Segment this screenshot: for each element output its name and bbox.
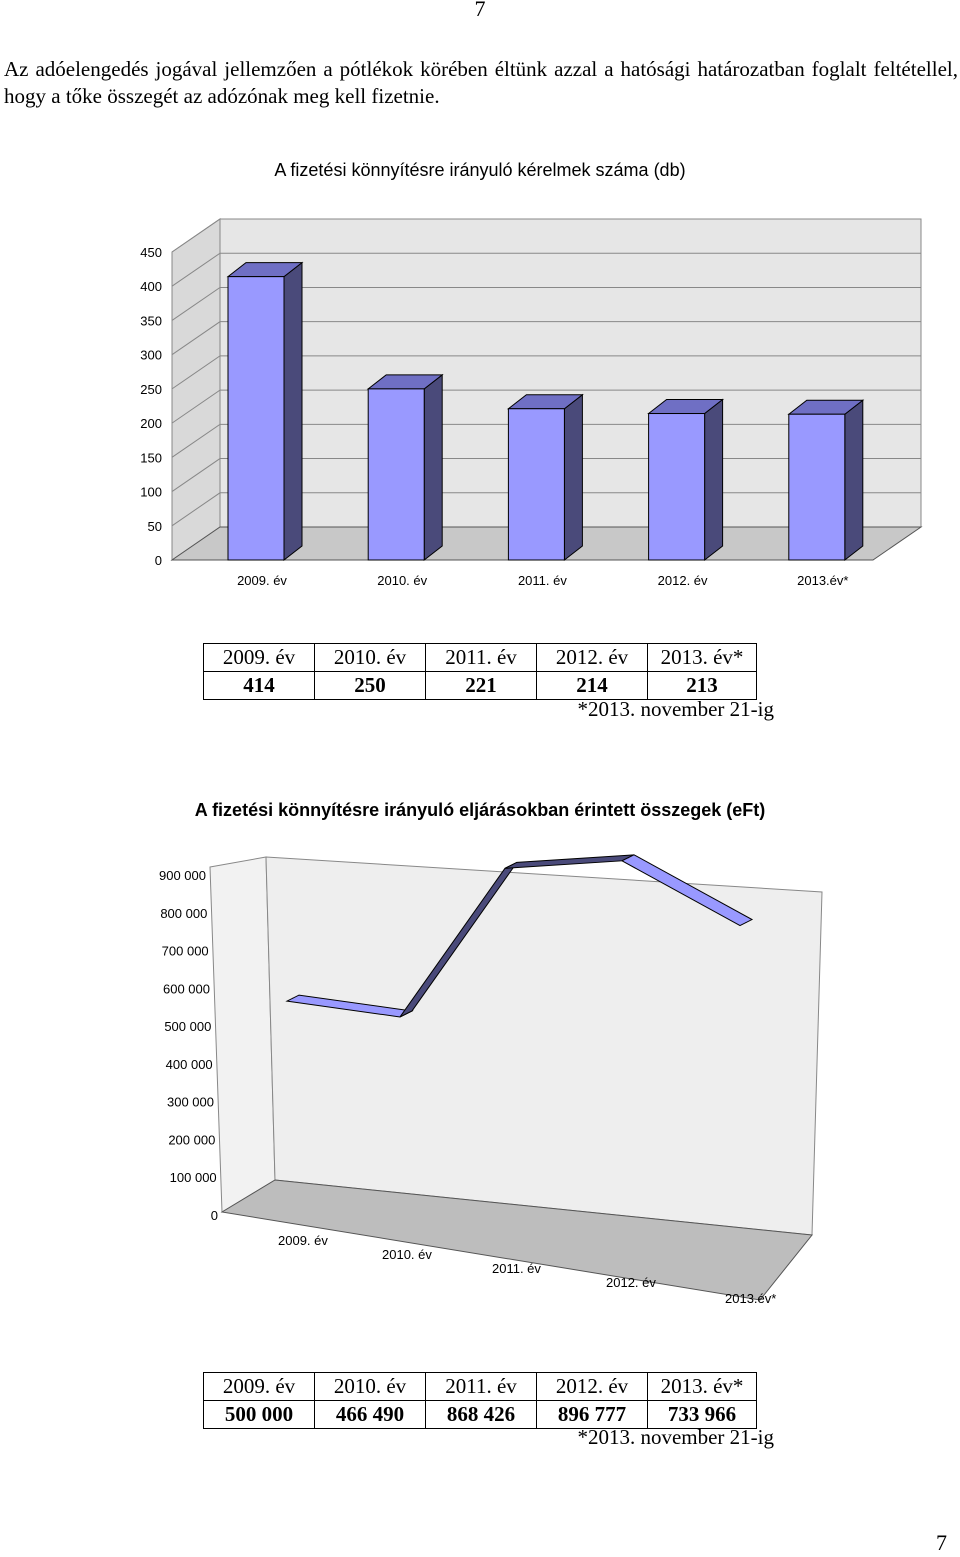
bar [227,276,285,561]
amounts-table: 2009. év 2010. év 2011. év 2012. év 2013… [203,1372,757,1429]
y-tick-label: 900 000 [159,868,206,883]
line-segment [504,854,635,869]
y-tick-label: 400 [140,279,162,294]
amounts-table-value-row: 500 000 466 490 868 426 896 777 733 966 [203,1400,757,1429]
y-tick-label: 500 000 [164,1019,211,1034]
requests-table: 2009. év 2010. év 2011. év 2012. év 2013… [203,643,757,700]
gridline [171,218,921,253]
side-wall [209,856,276,1213]
line-segment [620,854,754,927]
x-tick-label: 2012. év [658,573,708,588]
table-header-cell: 2010. év [314,1372,426,1401]
x-tick-label: 2009. év [237,573,287,588]
intro-paragraph: Az adóelengedés jogával jellemzően a pót… [4,57,958,108]
bar-chart: 0 50 100 150 200 250 300 350 400 450 2009. év 2010.… [140,218,923,588]
y-tick-label: 50 [148,519,162,534]
table-value-cell: 733 966 [647,1400,757,1429]
data-point [405,1013,407,1015]
data-point [510,864,512,866]
table-value-cell: 213 [647,671,757,700]
bar [788,413,846,561]
x-tick-label: 2010. év [382,1247,432,1262]
y-tick-label: 100 000 [170,1170,217,1185]
y-tick-label: 700 000 [162,944,209,959]
floor [220,1179,813,1301]
page-number-bottom: 7 [936,1530,947,1555]
y-tick-label: 800 000 [160,906,207,921]
x-tick-label: 2012. év [606,1275,656,1290]
bar-side [423,373,443,562]
table-value-cell: 500 000 [203,1400,315,1429]
gridline [171,252,921,287]
bar-chart-title: A fizetési könnyítésre irányuló kérelmek… [274,160,686,180]
y-tick-label: 300 [140,348,162,363]
gridline [171,321,921,356]
y-tick-label: 200 000 [168,1132,215,1147]
gridline [171,389,921,424]
gridline [171,286,921,321]
line-chart-title: A fizetési könnyítésre irányuló eljáráso… [194,800,766,820]
requests-table-value-row: 414 250 221 214 213 [203,671,757,700]
y-tick-label: 0 [155,553,162,568]
table-header-cell: 2013. év* [647,643,757,672]
table-header-cell: 2009. év [203,643,315,672]
bar-side [844,399,864,562]
table-value-cell: 214 [536,671,648,700]
bar-side [704,398,724,562]
x-tick-label: 2013.év* [797,573,848,588]
x-tick-label: 2010. év [377,573,427,588]
y-tick-label: 100 [140,485,162,500]
x-tick-label: 2011. év [518,573,567,588]
y-tick-label: 300 000 [167,1095,214,1110]
data-point [745,922,747,924]
table-header-cell: 2011. év [425,1372,537,1401]
table-value-cell: 868 426 [425,1400,537,1429]
table-header-cell: 2010. év [314,643,426,672]
table1-footnote: *2013. november 21-ig [577,697,774,721]
table-header-cell: 2012. év [536,643,648,672]
bar [367,388,425,561]
y-tick-label: 0 [211,1208,218,1223]
table-header-cell: 2009. év [203,1372,315,1401]
table-value-cell: 221 [425,671,537,700]
y-tick-label: 350 [140,313,162,328]
y-tick-label: 250 [140,382,162,397]
page-number-top: 7 [474,0,486,21]
y-tick-label: 200 [140,416,162,431]
bar [507,408,565,561]
requests-table-header-row: 2009. év 2010. év 2011. év 2012. év 2013… [203,643,757,672]
x-tick-label: 2009. év [278,1233,328,1248]
table-value-cell: 466 490 [314,1400,426,1429]
table-value-cell: 250 [314,671,426,700]
bar-side [563,393,583,562]
line-chart: 0 100 000 200 000 300 000 400 000 500 000 600 … [159,854,823,1306]
x-tick-label: 2013.év* [725,1291,776,1306]
x-tick-label: 2011. év [492,1261,541,1276]
table2-footnote: *2013. november 21-ig [577,1425,774,1449]
table-value-cell: 896 777 [536,1400,648,1429]
data-point [292,997,294,999]
table-value-cell: 414 [203,671,315,700]
table-header-cell: 2012. év [536,1372,648,1401]
bar-side [283,261,303,562]
table-header-cell: 2013. év* [647,1372,757,1401]
y-tick-label: 450 [140,245,162,260]
amounts-table-header-row: 2009. év 2010. év 2011. év 2012. év 2013… [203,1372,757,1401]
data-point [627,857,629,859]
table-header-cell: 2011. év [425,643,537,672]
gridline [171,355,921,390]
y-tick-label: 150 [140,450,162,465]
bar [648,413,706,561]
y-tick-label: 600 000 [163,981,210,996]
y-tick-label: 400 000 [166,1057,213,1072]
